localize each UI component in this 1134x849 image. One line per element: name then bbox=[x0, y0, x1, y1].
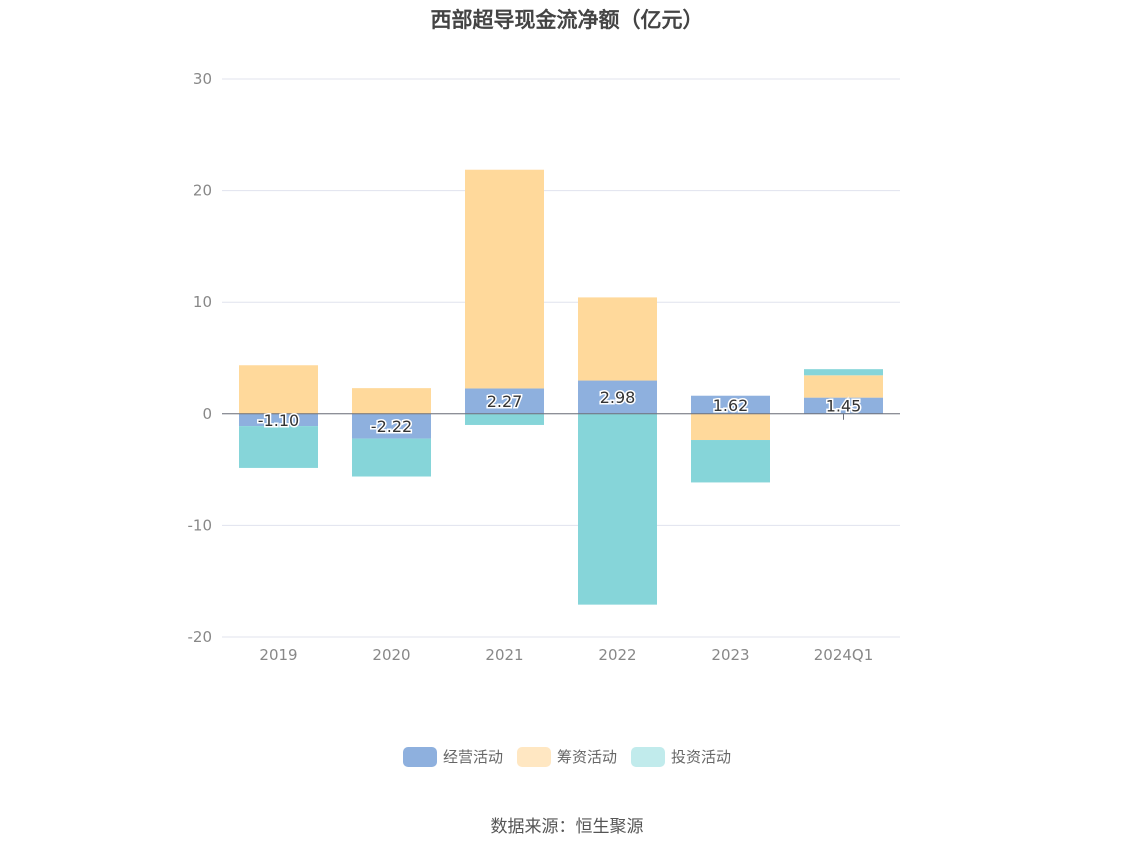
bar-financing-2019 bbox=[239, 365, 318, 414]
data-label: 1.45 bbox=[826, 397, 862, 416]
x-tick-label: 2020 bbox=[372, 646, 410, 664]
data-label: -2.22 bbox=[371, 417, 412, 436]
data-label: 1.62 bbox=[713, 396, 749, 415]
bar-chart: 30 20 10 0 -10 -20 2019 2020 2021 2022 2023 2024Q1… bbox=[188, 70, 900, 664]
legend-swatch-financing bbox=[516, 746, 551, 767]
bar-investing-2024Q1 bbox=[804, 369, 883, 376]
legend-item-financing[interactable]: 筹资活动 bbox=[516, 746, 617, 767]
bar-financing-2020 bbox=[352, 388, 431, 414]
grid-lines bbox=[222, 78, 900, 638]
legend-label-financing: 筹资活动 bbox=[556, 748, 617, 766]
bar-operating-2024Q1 bbox=[804, 397, 883, 414]
bar-operating-2022 bbox=[578, 380, 657, 414]
y-tick-label: -10 bbox=[188, 516, 213, 534]
legend-label-investing: 投资活动 bbox=[671, 748, 732, 766]
y-axis-ticks: 30 20 10 0 -10 -20 bbox=[188, 70, 213, 646]
x-axis-ticks: 2019 2020 2021 2022 2023 2024Q1 bbox=[259, 646, 873, 664]
legend-item-investing[interactable]: 投资活动 bbox=[631, 746, 731, 767]
data-labels: -1.10 -2.22 2.27 2.98 1.62 1.45 bbox=[256, 387, 863, 438]
bars bbox=[239, 169, 883, 605]
legend-swatch-operating bbox=[402, 746, 437, 767]
y-tick-label: -20 bbox=[188, 628, 213, 646]
bar-financing-2023 bbox=[691, 413, 770, 441]
legend-item-operating[interactable]: 经营活动 bbox=[402, 746, 503, 767]
legend-swatch-investing bbox=[631, 746, 665, 767]
y-tick-label: 10 bbox=[193, 293, 212, 311]
bar-investing-2021 bbox=[465, 413, 544, 425]
x-tick-label: 2024Q1 bbox=[814, 646, 874, 664]
y-tick-label: 20 bbox=[193, 182, 212, 200]
bar-financing-2024Q1 bbox=[804, 375, 883, 398]
bar-operating-2023 bbox=[691, 395, 770, 414]
legend: 经营活动 筹资活动 投资活动 bbox=[0, 746, 1134, 767]
bar-operating-2019 bbox=[239, 413, 318, 427]
chart-title: 西部超导现金流净额（亿元） bbox=[430, 8, 704, 32]
zero-axis bbox=[222, 413, 900, 420]
x-tick-label: 2019 bbox=[259, 646, 297, 664]
bar-investing-2019 bbox=[239, 426, 318, 468]
x-tick-label: 2021 bbox=[485, 646, 523, 664]
bar-financing-2021 bbox=[465, 169, 544, 389]
x-tick-label: 2022 bbox=[598, 646, 636, 664]
data-label: 2.27 bbox=[487, 392, 523, 411]
bar-operating-2021 bbox=[465, 388, 544, 414]
y-tick-label: 0 bbox=[202, 405, 212, 423]
data-label: 2.98 bbox=[600, 388, 636, 407]
bar-investing-2020 bbox=[352, 438, 431, 477]
x-tick-label: 2023 bbox=[711, 646, 749, 664]
bar-financing-2022 bbox=[578, 297, 657, 381]
legend-label-operating: 经营活动 bbox=[442, 748, 503, 766]
bar-operating-2020 bbox=[352, 413, 431, 439]
data-label: -1.10 bbox=[258, 411, 299, 430]
bar-investing-2023 bbox=[691, 440, 770, 483]
y-tick-label: 30 bbox=[193, 70, 212, 88]
bar-investing-2022 bbox=[578, 413, 657, 605]
source-note: 数据来源：恒生聚源 bbox=[490, 817, 644, 837]
